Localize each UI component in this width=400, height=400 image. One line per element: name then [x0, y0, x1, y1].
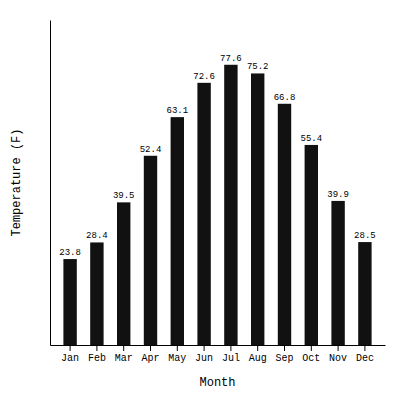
bar [358, 242, 371, 345]
x-tick: Sep [275, 345, 293, 364]
x-tick-mark [204, 345, 205, 351]
x-tick-mark [177, 345, 178, 351]
x-tick-label: Apr [141, 353, 159, 364]
data-label: 39.9 [327, 190, 349, 200]
x-tick-label: Mar [115, 353, 133, 364]
y-axis-title: Temperature (F) [10, 128, 24, 236]
bar [117, 202, 130, 345]
bar [63, 259, 76, 345]
bar [171, 117, 184, 345]
x-tick: Aug [249, 345, 267, 364]
x-tick-mark [311, 345, 312, 351]
data-label: 52.4 [140, 145, 162, 155]
x-tick-label: Jun [195, 353, 213, 364]
x-tick-label: Sep [275, 353, 293, 364]
x-tick: Mar [115, 345, 133, 364]
x-tick: Jul [222, 345, 240, 364]
x-tick-mark [123, 345, 124, 351]
chart: Jan Feb Mar Apr May Jun Jul Aug Sep Oct Nov Dec 23.8… [0, 0, 400, 400]
x-tick: May [168, 345, 186, 364]
x-axis: Jan Feb Mar Apr May Jun Jul Aug Sep Oct Nov Dec [51, 345, 386, 364]
bar [224, 65, 237, 345]
x-tick-label: Dec [356, 353, 374, 364]
data-label: 77.6 [220, 54, 242, 64]
x-tick-mark [96, 345, 97, 351]
bar [144, 156, 157, 345]
data-labels: 23.8 28.4 39.5 52.4 63.1 72.6 77.6 75.2 66.8 55.4… [59, 54, 375, 258]
x-tick-mark [338, 345, 339, 351]
x-tick: Oct [302, 345, 320, 364]
x-tick-label: Feb [88, 353, 106, 364]
x-tick: Apr [141, 345, 159, 364]
x-tick-label: Jul [222, 353, 240, 364]
data-label: 66.8 [274, 93, 296, 103]
y-axis-line [50, 21, 51, 346]
x-axis-line [51, 345, 386, 346]
bar [197, 83, 210, 345]
x-tick-label: Nov [329, 353, 347, 364]
bar [331, 201, 344, 345]
x-tick-mark [257, 345, 258, 351]
x-tick-label: May [168, 353, 186, 364]
x-tick-mark [230, 345, 231, 351]
x-tick-mark [284, 345, 285, 351]
plot: Jan Feb Mar Apr May Jun Jul Aug Sep Oct Nov Dec 23.8… [51, 21, 386, 365]
x-tick: Feb [88, 345, 106, 364]
data-label: 39.5 [113, 191, 135, 201]
bar [305, 145, 318, 345]
data-label: 63.1 [166, 106, 188, 116]
x-tick-mark [70, 345, 71, 351]
x-tick: Nov [329, 345, 347, 364]
data-label: 28.4 [86, 231, 108, 241]
x-tick: Dec [356, 345, 374, 364]
x-tick-label: Oct [302, 353, 320, 364]
x-tick-label: Aug [249, 353, 267, 364]
x-tick: Jan [61, 345, 79, 364]
bars [63, 65, 371, 345]
y-axis [50, 21, 51, 346]
x-tick-mark [150, 345, 151, 351]
data-label: 23.8 [59, 248, 81, 258]
bar [251, 73, 264, 345]
x-tick: Jun [195, 345, 213, 364]
data-label: 75.2 [247, 62, 269, 72]
x-tick-label: Jan [61, 353, 79, 364]
data-label: 28.5 [354, 231, 376, 241]
x-tick-mark [364, 345, 365, 351]
x-axis-title: Month [199, 376, 235, 390]
bar [90, 242, 103, 345]
bar [278, 104, 291, 345]
data-label: 72.6 [193, 72, 215, 82]
data-label: 55.4 [300, 134, 322, 144]
